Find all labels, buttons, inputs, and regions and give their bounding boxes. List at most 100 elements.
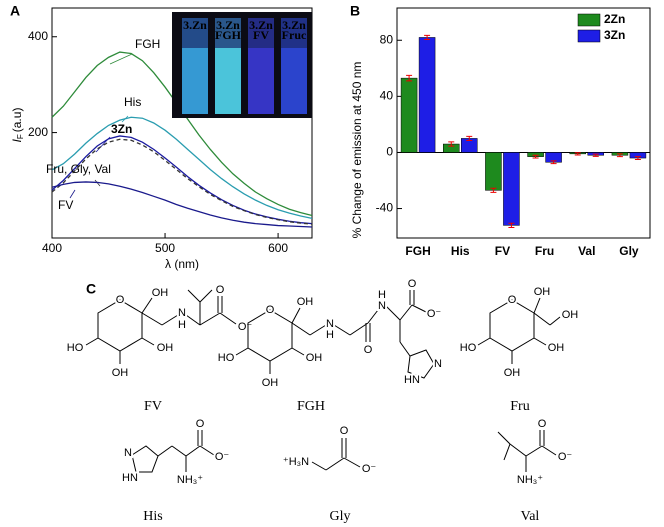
structure-val <box>497 430 557 472</box>
plot-frame <box>396 7 651 239</box>
curve-label: FV <box>58 198 73 212</box>
y-label-unit: (a.u) <box>10 108 24 133</box>
curve-label: His <box>124 95 141 109</box>
y-tick-label: 200 <box>28 125 48 139</box>
structure-name: Fru <box>510 399 529 414</box>
atom-label: N <box>178 307 186 319</box>
cuvette-top <box>182 18 208 48</box>
atom-label: O <box>216 284 225 296</box>
legend-swatch <box>577 29 601 43</box>
spectrum-line <box>51 116 313 219</box>
error-bar <box>448 141 455 147</box>
legend-swatch <box>577 13 601 27</box>
x-tick-label: His <box>451 244 470 258</box>
cuvette-label: Fruc <box>282 28 307 42</box>
structure-name: Val <box>521 509 540 524</box>
bar <box>400 77 418 153</box>
curve-label: 3Zn <box>111 122 132 136</box>
label-pointer <box>109 53 133 65</box>
atom-label: OH <box>112 367 129 379</box>
plot-frame <box>51 7 313 239</box>
atom-label: HO <box>218 352 235 364</box>
structure-fv <box>85 289 237 364</box>
label-pointer <box>95 136 111 153</box>
atom-label: N <box>434 358 442 370</box>
atom-label: O⁻ <box>238 321 253 333</box>
structure-name: Gly <box>330 509 351 524</box>
atom-label: O <box>364 344 373 356</box>
x-axis-label: λ (nm) <box>165 257 199 271</box>
cuvette-top <box>281 18 307 48</box>
cuvette-label: 3.Zn <box>216 18 240 32</box>
atom-label: NH₃⁺ <box>517 474 543 486</box>
spectrum-line <box>51 181 313 228</box>
bar <box>503 152 520 226</box>
atom-label: NH₃⁺ <box>177 474 203 486</box>
cuvette-label: FV <box>253 28 269 42</box>
atom-label: OH <box>157 342 174 354</box>
cuvette-top <box>248 18 274 48</box>
curve-label: FGH <box>135 37 160 51</box>
y-tick-label: 80 <box>380 32 394 46</box>
structure-his <box>131 430 215 473</box>
atom-label: OH <box>562 309 579 321</box>
error-bar <box>424 34 431 41</box>
x-tick-label: Fru <box>535 244 554 258</box>
y-tick-label: 400 <box>28 29 48 43</box>
structure-name: FGH <box>297 399 325 414</box>
atom-label: OH <box>262 377 279 389</box>
structure-fru <box>477 297 561 364</box>
error-bar <box>490 187 497 193</box>
atom-label: HN <box>122 472 138 484</box>
error-bar <box>574 152 581 156</box>
y-axis-label: % Change of emission at 450 nm <box>350 62 364 239</box>
atom-label: OH <box>504 367 521 379</box>
legend-label: 2Zn <box>604 12 625 26</box>
curve-label: Fru, Gly, Val <box>46 162 111 176</box>
error-bar <box>532 154 539 159</box>
panel-label: C <box>86 281 96 297</box>
structure-name: FV <box>144 399 162 414</box>
cuvette-label: 3.Zn <box>249 18 273 32</box>
atom-label: O⁻ <box>427 308 442 320</box>
atom-label: O <box>116 294 125 306</box>
bar <box>418 37 436 153</box>
error-bar <box>508 222 515 228</box>
atom-label: OH <box>297 296 314 308</box>
structure-gly <box>311 438 361 471</box>
atom-label: O <box>196 418 205 430</box>
atom-label: O <box>508 294 517 306</box>
y-tick-label: 0 <box>386 145 393 159</box>
error-bar <box>550 160 557 165</box>
atom-label: H <box>326 329 334 341</box>
atom-label: O⁻ <box>362 463 377 475</box>
y-label-subscript: F <box>16 134 25 139</box>
atom-label: O <box>266 304 275 316</box>
atom-label: ⁺H₃N <box>283 456 309 468</box>
y-tick-label: -40 <box>376 201 394 215</box>
atom-label: OH <box>548 342 565 354</box>
cuvette-label: 3.Zn <box>183 18 207 32</box>
atom-label: OH <box>534 286 551 298</box>
error-bar <box>616 153 623 158</box>
x-tick-label: 500 <box>155 241 175 255</box>
bar <box>485 152 502 191</box>
cuvette-top <box>215 18 241 48</box>
y-axis-label: IF(a.u) <box>10 108 25 143</box>
atom-label: HN <box>404 374 420 386</box>
error-bar <box>406 74 413 82</box>
x-tick-label: 600 <box>268 241 288 255</box>
atom-label: O <box>340 425 349 437</box>
structure-name: His <box>143 509 162 524</box>
atom-label: N <box>124 447 132 459</box>
atom-label: N <box>378 300 386 312</box>
label-pointer <box>69 189 76 199</box>
y-tick-label: 40 <box>380 89 394 103</box>
atom-label: OH <box>306 352 323 364</box>
error-bar <box>466 135 473 142</box>
legend-label: 3Zn <box>604 28 625 42</box>
atom-label: O <box>408 278 417 290</box>
atom-label: HO <box>67 342 84 354</box>
